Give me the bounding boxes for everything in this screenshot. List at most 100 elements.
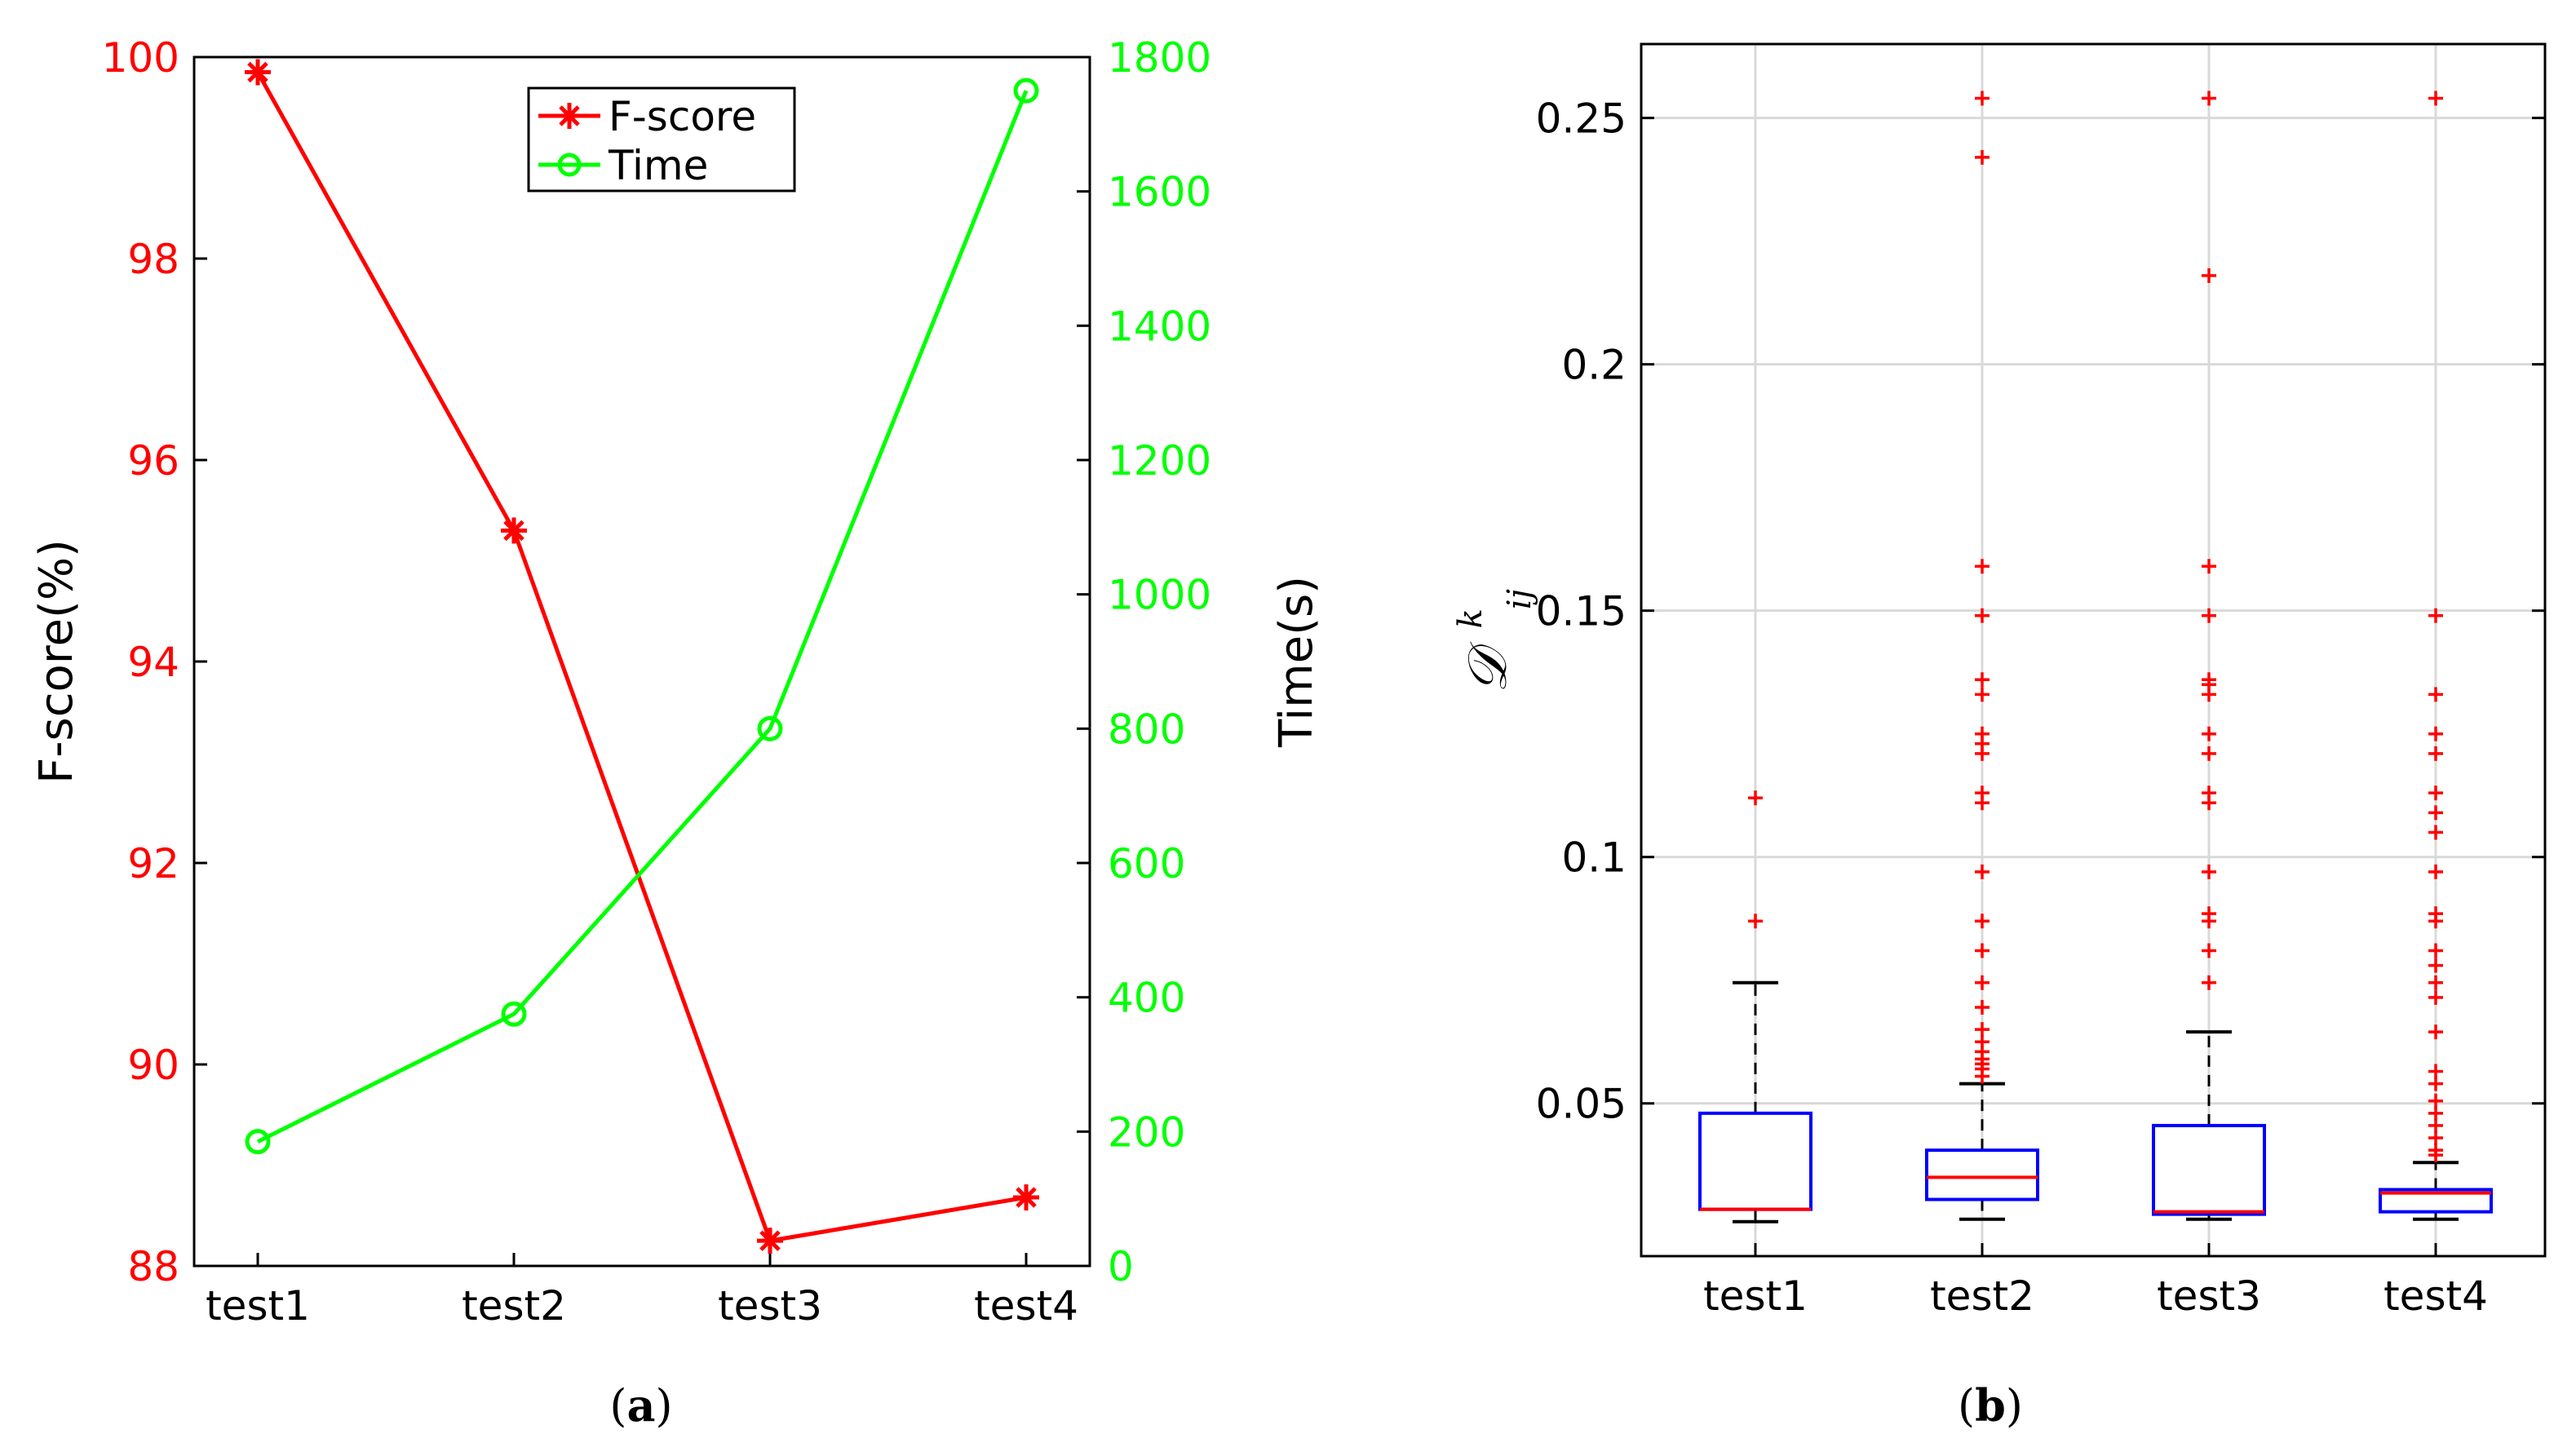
legend-fscore-marker bbox=[556, 103, 582, 129]
panel-a-right-axis: 0 200 400 600 800 1000 1200 1400 1600 1800 bbox=[1077, 34, 1211, 1290]
outlier-point bbox=[2428, 958, 2443, 973]
outlier-point bbox=[2202, 559, 2216, 574]
ylabel-subscript: ij bbox=[1501, 589, 1538, 609]
outlier-point bbox=[2202, 864, 2216, 879]
outlier-point bbox=[2428, 1076, 2443, 1091]
x-tick-label: test2 bbox=[1930, 1272, 2034, 1320]
legend-time-label: Time bbox=[608, 142, 708, 189]
outlier-point bbox=[2428, 1143, 2443, 1158]
y-tick-label: 0.15 bbox=[1536, 588, 1627, 635]
outlier-point bbox=[2428, 943, 2443, 958]
ylabel-base: 𝒟 bbox=[1456, 641, 1519, 693]
outlier-point bbox=[2428, 1093, 2443, 1108]
panel-a-right-axis-label: Time(s) bbox=[1270, 576, 1323, 748]
time-point bbox=[501, 1001, 527, 1027]
left-tick-label: 98 bbox=[127, 236, 179, 283]
right-tick-label: 1000 bbox=[1108, 572, 1211, 619]
outlier-point bbox=[2428, 785, 2443, 801]
panel-b-boxes bbox=[1698, 91, 2493, 1224]
panel-a-series bbox=[245, 59, 1039, 1255]
outlier-point bbox=[2202, 268, 2216, 283]
fscore-point bbox=[757, 1228, 783, 1255]
right-tick-label: 1400 bbox=[1108, 303, 1211, 350]
outlier-point bbox=[2428, 989, 2443, 1005]
left-tick-label: 94 bbox=[127, 639, 179, 686]
outlier-point bbox=[2202, 906, 2216, 922]
panel-a-left-axis: 88 90 92 94 96 98 100 bbox=[102, 34, 207, 1290]
panel-a-caption: (a) bbox=[609, 1379, 672, 1432]
x-tick-label: test1 bbox=[206, 1282, 310, 1330]
outlier-point bbox=[2428, 608, 2443, 623]
outlier-point bbox=[2202, 746, 2216, 761]
outlier-point bbox=[2428, 1131, 2443, 1146]
outlier-point bbox=[2428, 746, 2443, 761]
outlier-point bbox=[2202, 943, 2216, 958]
panel-a-line-chart: 88 90 92 94 96 98 100 0 200 400 600 800 1000 1200 140… bbox=[30, 34, 1323, 1432]
panel-a-plot-area bbox=[193, 55, 1091, 1268]
outlier-point bbox=[2428, 1064, 2443, 1079]
outlier-point bbox=[2428, 726, 2443, 741]
outlier-point bbox=[1975, 999, 1990, 1015]
legend-time-marker bbox=[557, 153, 582, 177]
box-iqr bbox=[1698, 1111, 1812, 1211]
time-line bbox=[256, 90, 1029, 1144]
outlier-point bbox=[2428, 91, 2443, 106]
outlier-point bbox=[1975, 687, 1990, 702]
outlier-point bbox=[2428, 1117, 2443, 1133]
left-tick-label: 96 bbox=[127, 437, 179, 485]
outlier-point bbox=[2202, 91, 2216, 106]
outlier-point bbox=[1975, 785, 1990, 801]
panel-b-frame bbox=[1640, 42, 2547, 1258]
x-tick-label: test4 bbox=[974, 1282, 1078, 1330]
right-tick-label: 200 bbox=[1108, 1108, 1185, 1156]
right-tick-label: 400 bbox=[1108, 975, 1185, 1022]
y-tick-label: 0.05 bbox=[1536, 1081, 1627, 1128]
left-tick-label: 90 bbox=[127, 1042, 179, 1089]
panel-b-plot-area bbox=[1641, 44, 2545, 1256]
outlier-point bbox=[1975, 91, 1990, 106]
box-test1 bbox=[1698, 790, 1812, 1224]
panel-b-y-axis-label: 𝒟 k ij bbox=[1432, 589, 1538, 693]
right-tick-label: 1200 bbox=[1108, 437, 1211, 485]
right-tick-label: 1600 bbox=[1108, 169, 1211, 216]
left-tick-label: 92 bbox=[127, 840, 179, 887]
outlier-point bbox=[2428, 687, 2443, 702]
outlier-point bbox=[1975, 726, 1990, 741]
panel-b-y-axis: 0.05 0.1 0.15 0.2 0.25 bbox=[1536, 95, 2545, 1128]
y-tick-label: 0.2 bbox=[1561, 342, 1627, 389]
outlier-point bbox=[2428, 1024, 2443, 1040]
outlier-point bbox=[1748, 790, 1763, 806]
svg-text:𝒟 k ij: 𝒟 k ij bbox=[1432, 589, 1538, 693]
fscore-point bbox=[1013, 1184, 1039, 1211]
outlier-point bbox=[1748, 914, 1763, 929]
legend-fscore-label: F-score bbox=[609, 93, 756, 140]
x-tick-label: test2 bbox=[462, 1282, 566, 1330]
left-tick-label: 88 bbox=[127, 1243, 179, 1290]
time-point bbox=[245, 1129, 271, 1155]
outlier-point bbox=[2428, 864, 2443, 879]
outlier-point bbox=[1975, 975, 1990, 990]
outlier-point bbox=[2428, 975, 2443, 990]
outlier-point bbox=[1975, 1034, 1990, 1050]
right-tick-label: 600 bbox=[1108, 840, 1185, 887]
outlier-point bbox=[1975, 1022, 1990, 1038]
panel-b-box-plot: 0.050.10.150.20.25 test1 test2 test3 test4 … bbox=[1432, 42, 2547, 1432]
right-tick-label: 0 bbox=[1108, 1243, 1134, 1290]
right-tick-label: 800 bbox=[1108, 706, 1185, 753]
panel-b-caption: (b) bbox=[1958, 1379, 2023, 1432]
y-tick-label: 0.1 bbox=[1561, 834, 1627, 882]
x-tick-label: test4 bbox=[2383, 1272, 2488, 1320]
outlier-point bbox=[2428, 805, 2443, 821]
outlier-point bbox=[1975, 608, 1990, 623]
outlier-point bbox=[1975, 864, 1990, 879]
x-tick-label: test3 bbox=[718, 1282, 822, 1330]
box-iqr bbox=[2152, 1123, 2266, 1216]
box-iqr bbox=[1925, 1148, 2039, 1201]
fscore-line bbox=[255, 71, 1027, 1243]
outlier-point bbox=[2428, 1105, 2443, 1121]
panel-a-legend: F-score Time bbox=[527, 86, 796, 192]
outlier-point bbox=[2202, 785, 2216, 801]
x-tick-label: test3 bbox=[2157, 1272, 2261, 1320]
outlier-point bbox=[2202, 672, 2216, 688]
